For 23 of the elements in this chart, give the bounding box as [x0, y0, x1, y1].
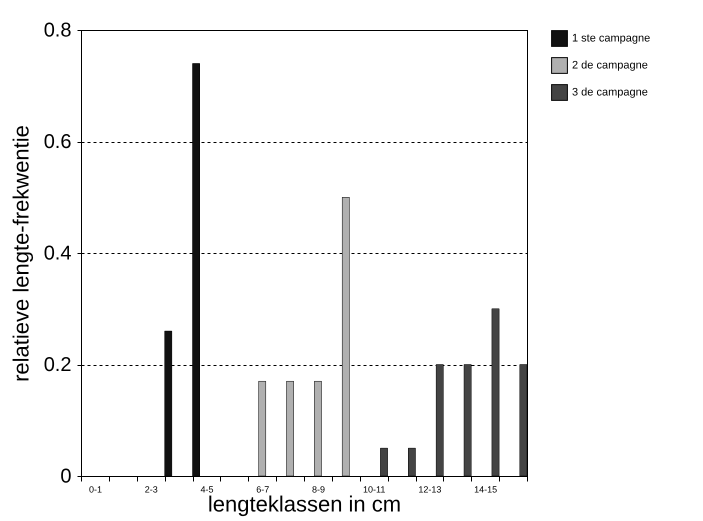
bar	[286, 380, 294, 476]
legend-label: 3 de campagne	[572, 86, 648, 98]
bar	[258, 380, 266, 476]
y-tick-label: 0.4	[44, 242, 72, 264]
y-tick-label: 0.2	[44, 354, 72, 376]
x-tick-label: 14-15	[474, 484, 498, 494]
legend-label: 2 de campagne	[572, 60, 648, 72]
x-tick-label: 8-9	[312, 484, 325, 494]
y-tick-label: 0.8	[44, 20, 72, 42]
x-tick-label: 12-13	[418, 484, 442, 494]
x-tick-label: 0-1	[88, 484, 102, 494]
legend-label: 1 ste campagne	[572, 32, 650, 44]
bar	[314, 380, 322, 476]
y-tick-label: 0.6	[44, 131, 72, 153]
x-axis-title: lengteklassen in cm	[208, 492, 402, 516]
bar	[380, 448, 388, 476]
bar	[408, 448, 416, 476]
x-tick-label: 4-5	[200, 484, 214, 494]
x-tick-label: 2-3	[144, 484, 158, 494]
y-tick-label: 0	[60, 466, 72, 488]
y-axis-title: relatieve lengte-frekwentie	[8, 125, 34, 382]
x-tick-label: 6-7	[256, 484, 270, 494]
x-tick-label: 10-11	[363, 484, 386, 494]
